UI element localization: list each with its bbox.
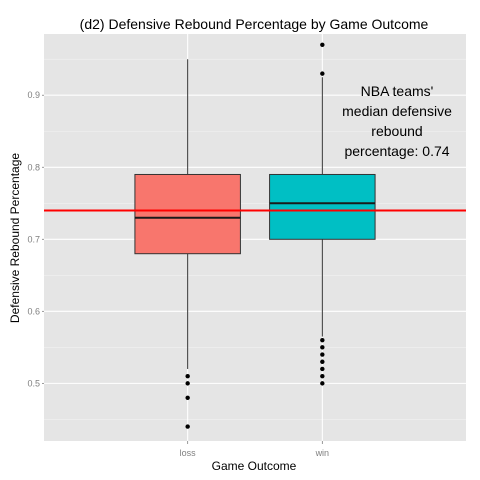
x-axis-title: Game Outcome xyxy=(212,459,297,473)
annotation-line: median defensive xyxy=(342,103,452,119)
iqr-box xyxy=(134,173,241,255)
outlier-point xyxy=(320,71,325,76)
annotation-line: rebound xyxy=(371,123,422,139)
box-layer xyxy=(134,42,376,429)
y-tick-label: 0.5 xyxy=(27,378,40,388)
outlier-point xyxy=(320,359,325,364)
outlier-point xyxy=(320,42,325,48)
chart-title: (d2) Defensive Rebound Percentage by Gam… xyxy=(80,16,429,32)
outlier-point xyxy=(320,381,325,386)
x-tick-label: win xyxy=(315,448,330,458)
y-axis-title: Defensive Rebound Percentage xyxy=(8,153,22,323)
y-tick-label: 0.6 xyxy=(27,306,40,316)
y-tick-label: 0.8 xyxy=(27,162,40,172)
iqr-box xyxy=(269,173,376,240)
outlier-point xyxy=(320,352,325,357)
grid-lines xyxy=(44,34,466,441)
box-loss xyxy=(134,59,241,429)
outlier-point xyxy=(320,373,325,379)
x-tick-label: loss xyxy=(180,448,197,458)
plot-panel xyxy=(44,34,466,441)
outlier-point xyxy=(320,337,325,343)
outlier-point xyxy=(185,395,190,400)
y-tick-label: 0.9 xyxy=(27,90,40,100)
outlier-point xyxy=(185,373,190,379)
annotation-line: percentage: 0.74 xyxy=(344,143,449,159)
annotation-line: NBA teams' xyxy=(361,83,434,99)
outlier-point xyxy=(185,424,190,429)
y-tick-label: 0.7 xyxy=(27,234,40,244)
outlier-point xyxy=(320,345,325,350)
annotation-text: NBA teams' median defensive rebound percent… xyxy=(342,83,452,159)
outlier-point xyxy=(320,366,325,372)
box-win xyxy=(269,42,376,386)
outlier-point xyxy=(185,381,190,386)
tick-labels: 0.5 0.6 0.7 0.8 0.9 loss win xyxy=(27,90,329,458)
